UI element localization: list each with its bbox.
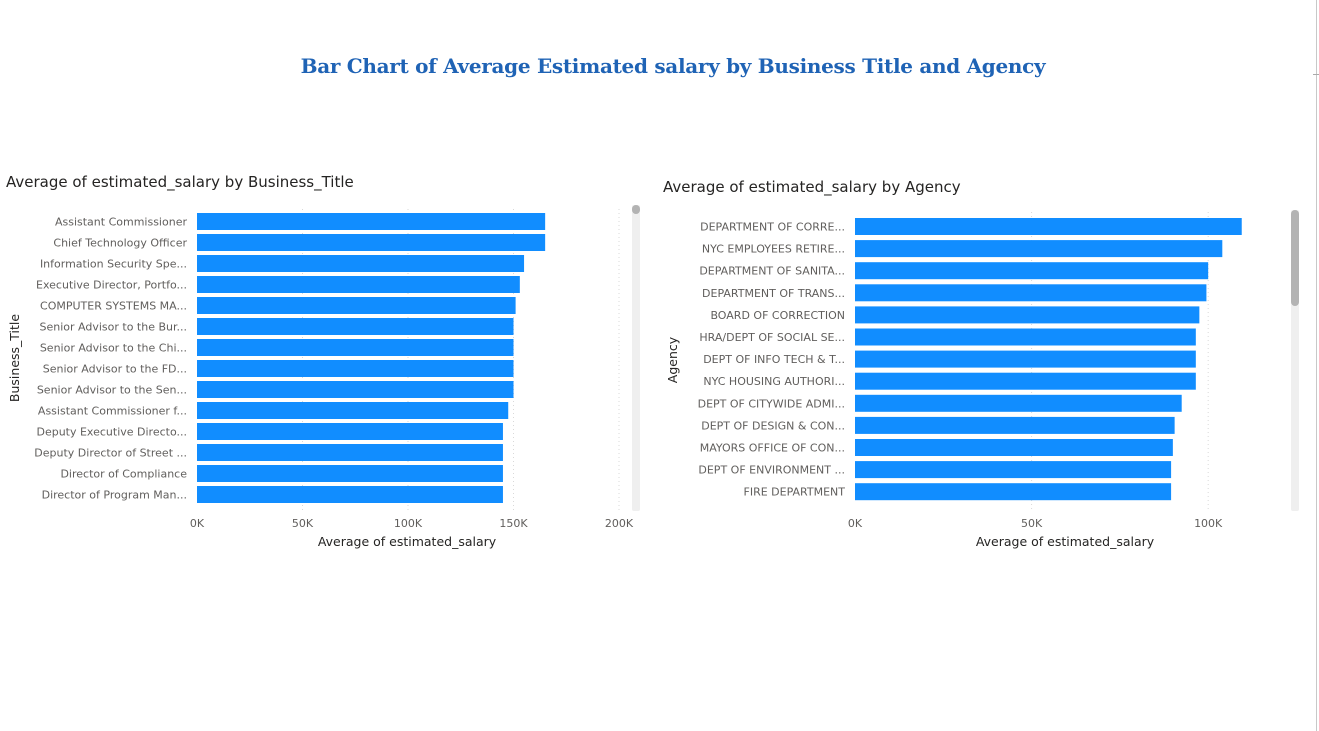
bar: [855, 284, 1207, 302]
category-label: Senior Advisor to the Sen...: [37, 384, 187, 397]
y-axis-title: Business_Title: [7, 314, 22, 402]
bar: [855, 218, 1242, 235]
category-label: DEPT OF DESIGN & CON...: [701, 419, 845, 432]
category-label: Director of Compliance: [60, 468, 187, 481]
bar: [855, 350, 1196, 368]
x-tick-label: 100K: [394, 517, 423, 530]
category-label: FIRE DEPARTMENT: [744, 486, 846, 499]
agency-scrollbar[interactable]: [1291, 210, 1299, 511]
category-label: Deputy Director of Street ...: [34, 447, 187, 460]
category-label: COMPUTER SYSTEMS MA...: [40, 300, 187, 313]
bar: [855, 461, 1172, 479]
y-axis-title: Agency: [665, 336, 680, 383]
bar: [855, 262, 1209, 280]
bar: [855, 394, 1182, 412]
bar: [855, 372, 1196, 390]
bar: [197, 444, 503, 461]
bar: [197, 213, 546, 230]
x-tick-label: 100K: [1194, 517, 1223, 530]
bar: [197, 318, 514, 335]
bar: [197, 465, 503, 482]
bar: [197, 234, 546, 251]
x-tick-label: 50K: [292, 517, 314, 530]
bar: [197, 360, 514, 377]
chart-title-agency: Average of estimated_salary by Agency: [663, 178, 961, 196]
bar: [855, 328, 1196, 346]
x-tick-label: 150K: [499, 517, 528, 530]
page-title: Bar Chart of Average Estimated salary by…: [300, 54, 1046, 78]
bar: [197, 339, 514, 356]
bar: [197, 381, 514, 398]
category-label: NYC HOUSING AUTHORI...: [703, 375, 845, 388]
business-title-scrollbar-thumb[interactable]: [632, 205, 640, 214]
category-label: DEPT OF ENVIRONMENT ...: [698, 464, 845, 477]
bar: [197, 255, 525, 272]
bar: [197, 297, 516, 314]
category-label: NYC EMPLOYEES RETIRE...: [702, 243, 845, 256]
bar: [197, 402, 509, 419]
business-title-scrollbar[interactable]: [632, 205, 640, 511]
page-edge-marker: [1313, 74, 1319, 75]
bar: [855, 439, 1173, 456]
category-label: Information Security Spe...: [40, 258, 187, 271]
category-label: DEPARTMENT OF CORRE...: [700, 221, 845, 234]
category-label: Senior Advisor to the Chi...: [40, 342, 187, 355]
x-axis-title: Average of estimated_salary: [976, 534, 1155, 549]
category-label: Chief Technology Officer: [53, 237, 187, 250]
category-label: Executive Director, Portfo...: [36, 279, 187, 292]
x-tick-label: 0K: [190, 517, 205, 530]
x-tick-label: 0K: [848, 517, 863, 530]
category-label: DEPARTMENT OF TRANS...: [702, 287, 845, 300]
category-label: BOARD OF CORRECTION: [710, 309, 845, 322]
bar: [855, 240, 1223, 258]
bar: [855, 306, 1200, 324]
x-tick-label: 200K: [605, 517, 634, 530]
bar: [855, 416, 1175, 434]
category-label: HRA/DEPT OF SOCIAL SE...: [699, 331, 845, 344]
category-label: Assistant Commissioner f...: [38, 405, 187, 418]
page-right-border: [1316, 0, 1317, 731]
category-label: DEPARTMENT OF SANITA...: [699, 265, 845, 278]
chart-title-business-title: Average of estimated_salary by Business_…: [6, 173, 354, 191]
bar: [855, 483, 1172, 501]
category-label: MAYORS OFFICE OF CON...: [700, 442, 845, 455]
category-label: Director of Program Man...: [42, 489, 187, 502]
category-label: Deputy Executive Directo...: [36, 426, 187, 439]
category-label: Assistant Commissioner: [55, 216, 187, 229]
bar: [197, 276, 520, 293]
category-label: Senior Advisor to the Bur...: [40, 321, 188, 334]
x-axis-title: Average of estimated_salary: [318, 534, 497, 549]
category-label: DEPT OF INFO TECH & T...: [703, 353, 845, 366]
category-label: Senior Advisor to the FD...: [43, 363, 187, 376]
agency-scrollbar-thumb[interactable]: [1291, 210, 1299, 306]
bar: [197, 423, 503, 440]
bar: [197, 486, 503, 503]
category-label: DEPT OF CITYWIDE ADMI...: [698, 397, 845, 410]
x-tick-label: 50K: [1021, 517, 1043, 530]
